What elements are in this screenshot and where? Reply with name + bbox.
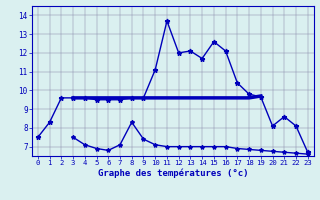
X-axis label: Graphe des températures (°c): Graphe des températures (°c) [98, 169, 248, 178]
